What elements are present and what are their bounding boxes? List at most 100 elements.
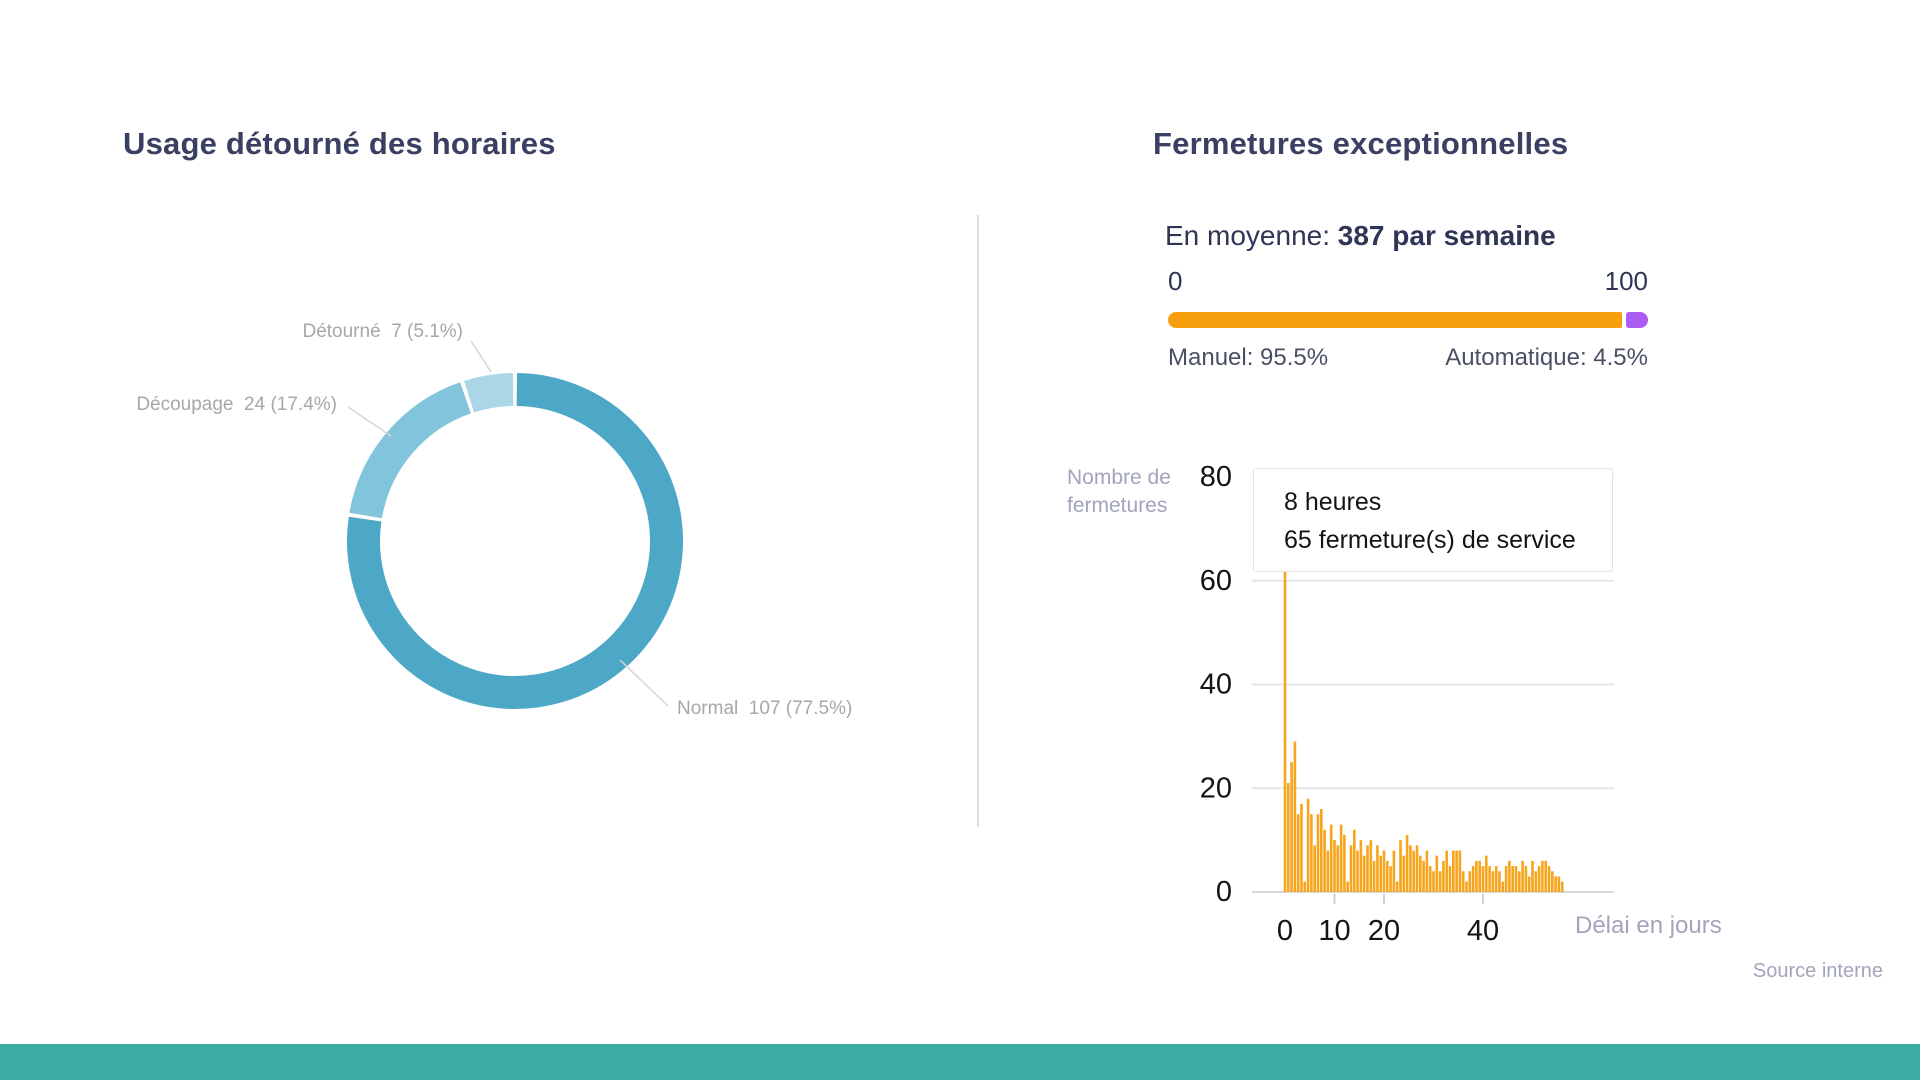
histogram-bar[interactable] (1339, 824, 1343, 892)
x-tick-label-0: 0 (1277, 915, 1293, 947)
histogram-bar[interactable] (1303, 881, 1307, 892)
histogram-bar[interactable] (1402, 855, 1406, 892)
y-tick-label-40: 40 (1200, 669, 1232, 701)
histogram-bar[interactable] (1366, 845, 1369, 892)
scale-min-label: 0 (1168, 266, 1183, 296)
histogram-bar[interactable] (1551, 871, 1554, 892)
histogram-bar[interactable] (1428, 866, 1432, 892)
donut-leader-normal (619, 659, 669, 707)
histogram-bar[interactable] (1425, 850, 1429, 893)
histogram-bar[interactable] (1379, 855, 1382, 892)
histogram-bar[interactable] (1544, 860, 1547, 892)
histogram-bar[interactable] (1501, 881, 1505, 892)
histogram-bar[interactable] (1409, 845, 1412, 892)
histogram-bar[interactable] (1382, 850, 1386, 893)
histogram-bar[interactable] (1372, 860, 1376, 892)
histogram-bar[interactable] (1468, 871, 1472, 892)
histogram-bar[interactable] (1442, 860, 1445, 892)
y-axis-title-line1: Nombre de (1067, 466, 1171, 489)
histogram-bar[interactable] (1531, 860, 1534, 892)
histogram-bar[interactable] (1386, 860, 1389, 892)
histogram-bar[interactable] (1445, 850, 1448, 893)
donut-segment-découpage[interactable] (349, 382, 472, 519)
histogram-bar[interactable] (1560, 881, 1564, 892)
histogram-bar[interactable] (1524, 866, 1528, 892)
histogram-bar[interactable] (1452, 850, 1455, 893)
donut-label-découpage: Découpage 24 (17.4%) (136, 394, 337, 415)
histogram-bar[interactable] (1329, 824, 1333, 892)
histogram-bar[interactable] (1313, 845, 1316, 892)
histogram-bar[interactable] (1422, 860, 1425, 892)
histogram-bar[interactable] (1356, 850, 1359, 893)
histogram-bar[interactable] (1432, 871, 1435, 892)
donut-segment-normal[interactable] (347, 373, 683, 709)
histogram-bar[interactable] (1527, 876, 1531, 892)
histogram-bar[interactable] (1300, 803, 1303, 892)
histogram-bar[interactable] (1478, 860, 1481, 892)
histogram-bar[interactable] (1349, 845, 1353, 892)
automatic-bar-segment[interactable] (1626, 312, 1648, 328)
histogram-bar[interactable] (1405, 834, 1409, 892)
histogram-bar[interactable] (1461, 871, 1465, 892)
histogram-bar[interactable] (1491, 871, 1495, 892)
histogram-bar[interactable] (1389, 866, 1392, 892)
histogram-bar[interactable] (1320, 809, 1323, 892)
histogram-bar[interactable] (1448, 866, 1452, 892)
histogram-bar[interactable] (1323, 829, 1326, 892)
donut-segment-détourné[interactable] (464, 373, 514, 413)
histogram-bar[interactable] (1547, 866, 1551, 892)
histogram-bar[interactable] (1336, 845, 1340, 892)
histogram-bar[interactable] (1310, 814, 1313, 892)
histogram-bar[interactable] (1471, 866, 1475, 892)
histogram-bar[interactable] (1518, 871, 1521, 892)
x-tick-label-20: 20 (1368, 915, 1400, 947)
y-axis-title-line2: fermetures (1067, 494, 1168, 517)
histogram-bar[interactable] (1287, 783, 1290, 892)
histogram-bar[interactable] (1458, 850, 1462, 893)
histogram-bar[interactable] (1362, 855, 1366, 892)
average-stat-value: 387 par semaine (1337, 220, 1556, 251)
histogram-bar[interactable] (1455, 850, 1458, 893)
histogram-bar[interactable] (1488, 866, 1491, 892)
histogram-bar[interactable] (1293, 741, 1297, 892)
histogram-bar[interactable] (1514, 866, 1518, 892)
manual-bar-segment[interactable] (1168, 312, 1622, 328)
histogram-bar[interactable] (1419, 855, 1422, 892)
histogram-bar[interactable] (1296, 814, 1300, 892)
histogram-bar[interactable] (1554, 876, 1557, 892)
histogram-bar[interactable] (1537, 866, 1541, 892)
histogram-bar[interactable] (1316, 814, 1320, 892)
histogram-bar[interactable] (1395, 881, 1399, 892)
histogram-bar[interactable] (1534, 871, 1538, 892)
histogram-bar[interactable] (1541, 860, 1544, 892)
histogram-bar[interactable] (1521, 860, 1524, 892)
histogram-bar[interactable] (1508, 860, 1511, 892)
histogram-bar[interactable] (1369, 840, 1373, 892)
histogram-bar[interactable] (1343, 834, 1346, 892)
histogram-bar[interactable] (1438, 871, 1442, 892)
histogram-bar[interactable] (1504, 866, 1508, 892)
histogram-bar[interactable] (1326, 850, 1330, 893)
histogram-bar[interactable] (1435, 855, 1439, 892)
histogram-bar[interactable] (1511, 866, 1514, 892)
histogram-bar[interactable] (1475, 860, 1478, 892)
histogram-bar[interactable] (1346, 881, 1349, 892)
tooltip-title: 8 heures (1284, 488, 1382, 516)
histogram-bar[interactable] (1359, 840, 1363, 892)
histogram-bar[interactable] (1283, 554, 1287, 892)
histogram-bar[interactable] (1353, 829, 1356, 892)
histogram-bar[interactable] (1333, 840, 1336, 892)
histogram-bar[interactable] (1465, 881, 1468, 892)
histogram-bar[interactable] (1412, 850, 1415, 893)
histogram-bar[interactable] (1481, 866, 1485, 892)
histogram-bar[interactable] (1306, 798, 1310, 892)
histogram-bar[interactable] (1376, 845, 1379, 892)
histogram-bar[interactable] (1557, 876, 1561, 892)
histogram-bar[interactable] (1415, 845, 1419, 892)
histogram-bar[interactable] (1399, 840, 1402, 892)
histogram-bar[interactable] (1498, 871, 1501, 892)
histogram-bar[interactable] (1290, 762, 1293, 892)
histogram-bar[interactable] (1485, 855, 1488, 892)
histogram-bar[interactable] (1494, 866, 1498, 892)
histogram-bar[interactable] (1392, 850, 1396, 893)
